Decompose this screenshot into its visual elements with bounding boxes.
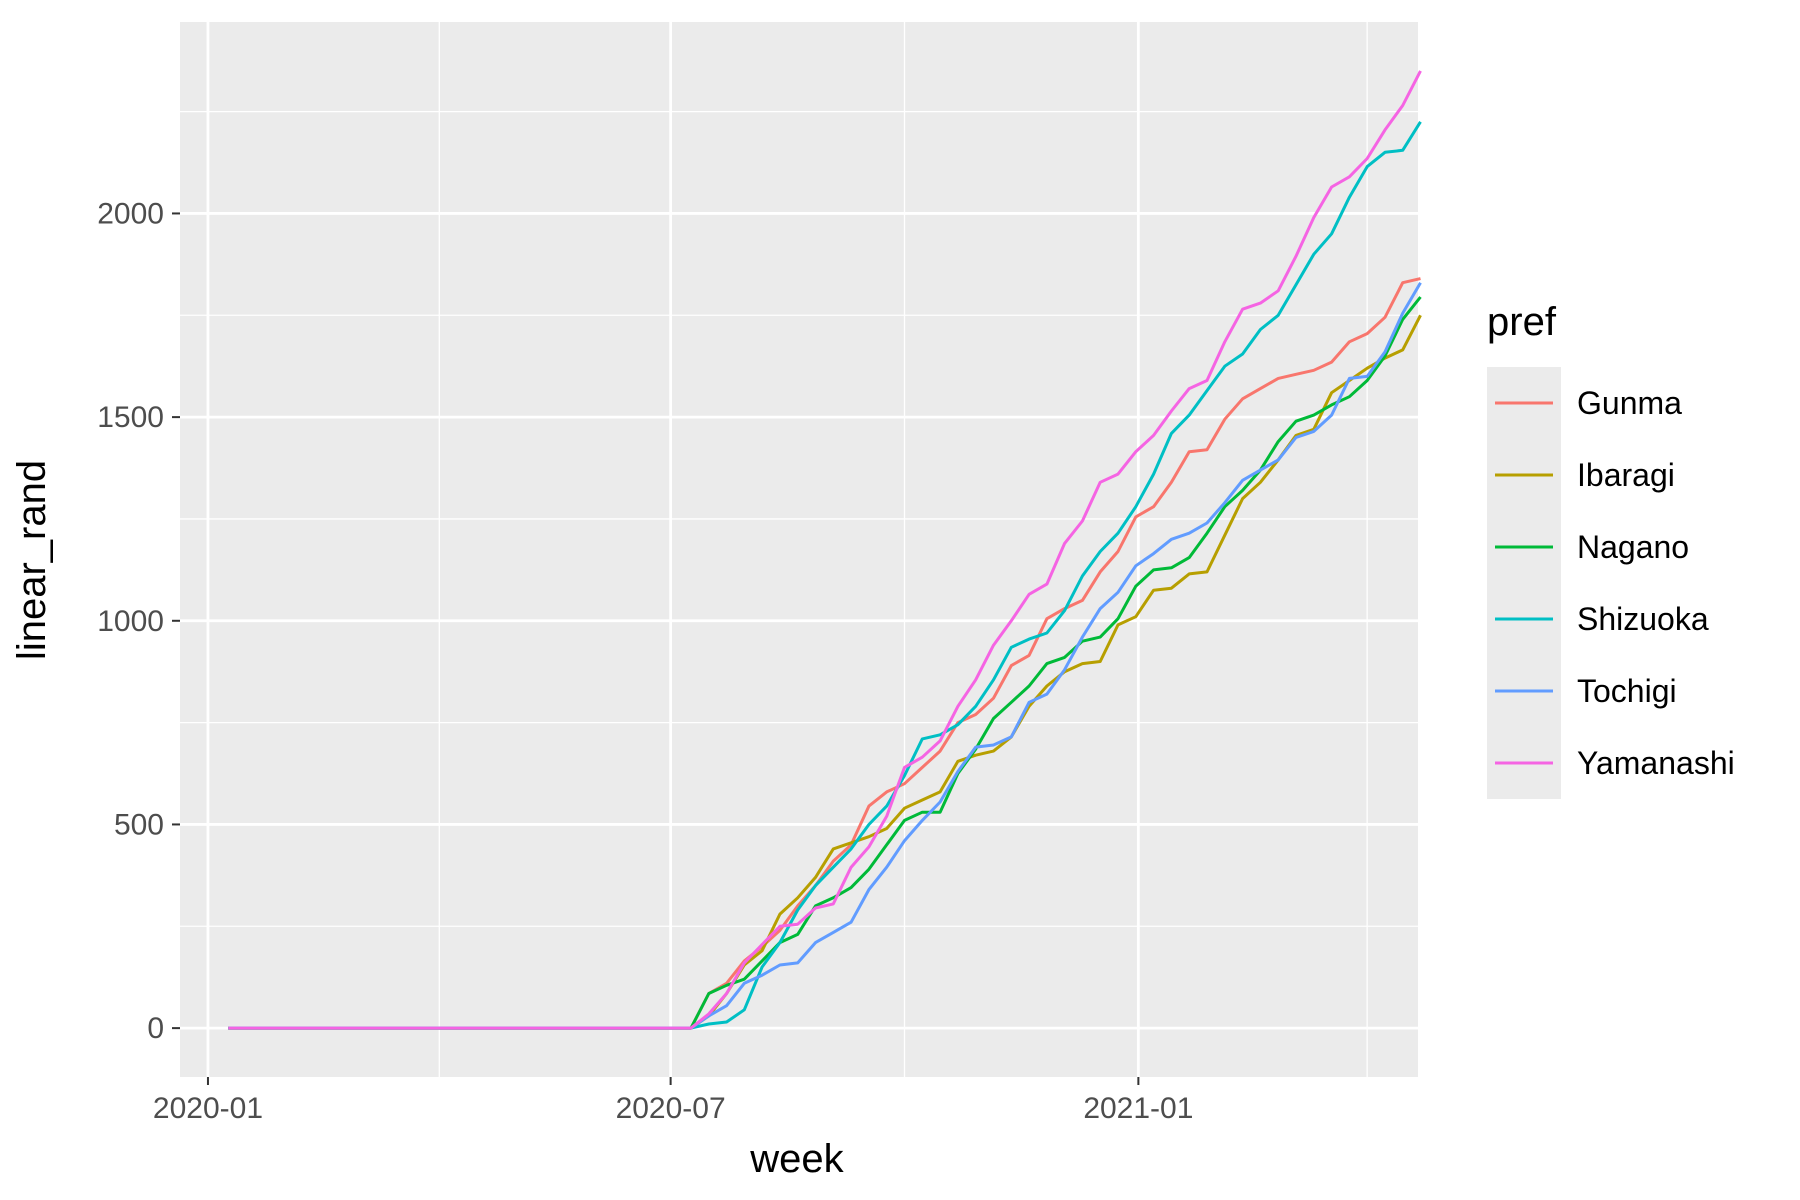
y-axis-title: linear_rand xyxy=(10,460,54,660)
legend-label-yamanashi: Yamanashi xyxy=(1577,745,1735,781)
legend-label-shizuoka: Shizuoka xyxy=(1577,601,1709,637)
legend-key-background xyxy=(1487,367,1561,799)
series-lines xyxy=(228,70,1422,1030)
panel-background xyxy=(180,22,1418,1077)
series-line-gunma xyxy=(228,277,1421,1030)
series-line-ibaragi xyxy=(228,314,1422,1030)
y-tick-label: 2000 xyxy=(97,197,164,230)
legend-label-nagano: Nagano xyxy=(1577,529,1689,565)
x-tick-label: 2020-07 xyxy=(616,1092,726,1125)
series-line-tochigi xyxy=(228,281,1422,1030)
x-tick-label: 2021-01 xyxy=(1083,1092,1193,1125)
series-line-nagano xyxy=(228,296,1422,1030)
axis-ticks: 0 500 1000 1500 2000 2020-01 2020-07 2021-01 xyxy=(97,197,1193,1125)
legend-label-tochigi: Tochigi xyxy=(1577,673,1677,709)
plot-panel xyxy=(180,22,1418,1077)
y-tick-label: 0 xyxy=(147,1012,164,1045)
x-axis-title: week xyxy=(749,1137,844,1181)
x-tick-label: 2020-01 xyxy=(153,1092,263,1125)
y-tick-label: 1500 xyxy=(97,401,164,434)
legend: pref Gunma Ibaragi Nagano Shizuoka Tochigi Ya… xyxy=(1487,300,1735,799)
series-line-yamanashi xyxy=(228,70,1422,1030)
y-tick-label: 500 xyxy=(114,808,164,841)
legend-label-gunma: Gunma xyxy=(1577,385,1682,421)
series-line-shizuoka xyxy=(228,121,1422,1030)
legend-title: pref xyxy=(1487,300,1557,344)
y-tick-label: 1000 xyxy=(97,605,164,638)
legend-label-ibaragi: Ibaragi xyxy=(1577,457,1675,493)
